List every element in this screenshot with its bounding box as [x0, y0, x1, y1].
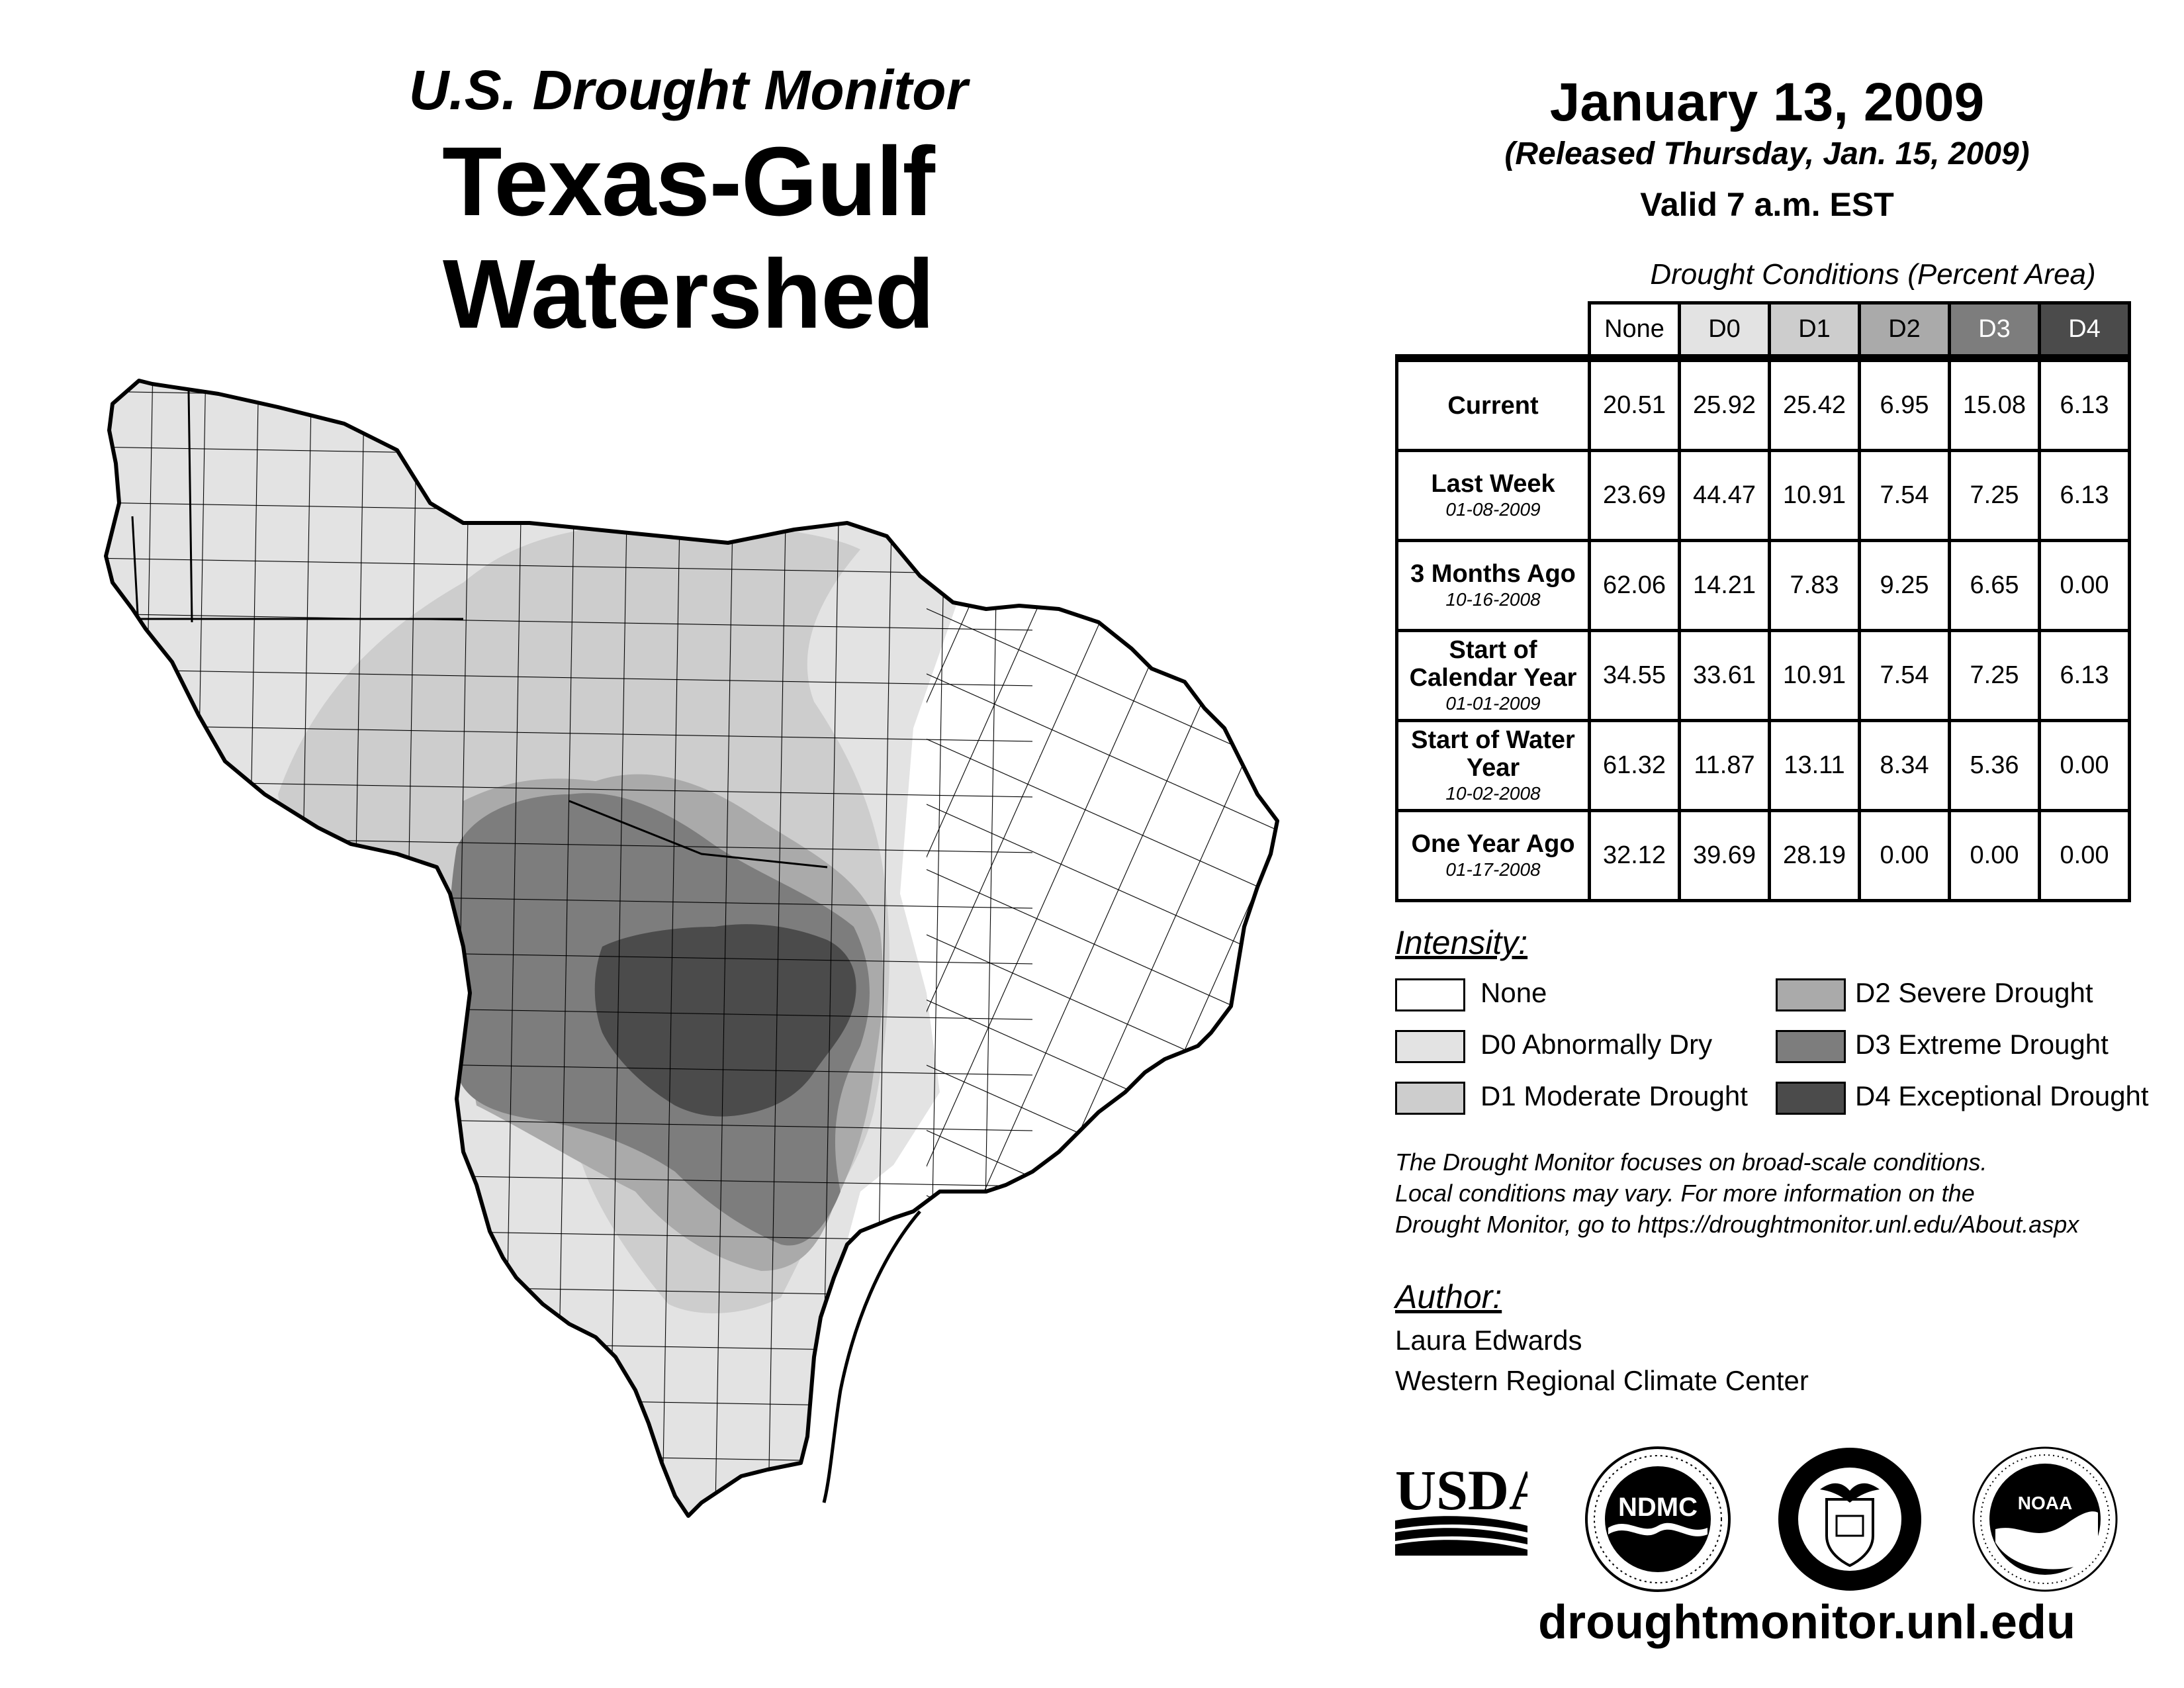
- map-title: Texas-Gulf Watershed: [442, 127, 935, 349]
- cell: 10.91: [1768, 629, 1861, 722]
- row-date: 10-16-2008: [1445, 588, 1541, 610]
- cell: 0.00: [2038, 719, 2131, 812]
- row-date: 01-08-2009: [1445, 498, 1541, 520]
- cell: 7.83: [1768, 539, 1861, 632]
- map-date: January 13, 2009: [1549, 72, 1985, 132]
- row-label: Last Week 01-08-2009: [1395, 449, 1591, 542]
- watershed-boundary: [104, 379, 1279, 1518]
- watershed-map: [104, 379, 1279, 1518]
- cell: 14.21: [1678, 539, 1771, 632]
- cell: 8.34: [1858, 719, 1951, 812]
- cell: 15.08: [1948, 354, 2041, 452]
- table-title: Drought Conditions (Percent Area): [1650, 258, 2096, 291]
- cell: 62.06: [1588, 539, 1681, 632]
- cell: 6.95: [1858, 354, 1951, 452]
- table-row: Last Week 01-08-2009 23.69 44.47 10.91 7.…: [1395, 449, 2131, 542]
- cell: 32.12: [1588, 809, 1681, 902]
- table-row: Current 20.51 25.92 25.42 6.95 15.08 6.1…: [1395, 354, 2131, 452]
- row-date: 01-17-2008: [1445, 859, 1541, 880]
- row-label: 3 Months Ago 10-16-2008: [1395, 539, 1591, 632]
- release-date: (Released Thursday, Jan. 15, 2009): [1504, 136, 2030, 171]
- col-header-d1: D1: [1768, 301, 1861, 360]
- noaa-logo-text: NOAA: [2018, 1493, 2072, 1513]
- row-label: Start of Water Year 10-02-2008: [1395, 719, 1591, 812]
- col-header-d3: D3: [1948, 301, 2041, 360]
- map-subtitle: U.S. Drought Monitor: [408, 59, 968, 121]
- commerce-seal: [1778, 1448, 1921, 1591]
- col-header-none: None: [1588, 301, 1681, 360]
- legend-swatch-d3: [1776, 1030, 1846, 1063]
- cell: 6.13: [2038, 449, 2131, 542]
- row-date: 01-01-2009: [1445, 692, 1541, 714]
- legend-swatch-none: [1395, 978, 1465, 1011]
- cell: 20.51: [1588, 354, 1681, 452]
- cell: 25.42: [1768, 354, 1861, 452]
- cell: 10.91: [1768, 449, 1861, 542]
- usda-logo-text: USDA: [1395, 1460, 1527, 1522]
- author-title: Author:: [1395, 1278, 1502, 1315]
- table-row: Start of Water Year 10-02-2008 61.32 11.8…: [1395, 719, 2131, 812]
- legend-swatch-d0: [1395, 1030, 1465, 1063]
- cell: 0.00: [1858, 809, 1951, 902]
- cell: 33.61: [1678, 629, 1771, 722]
- row-label: One Year Ago 01-17-2008: [1395, 809, 1591, 902]
- legend-label-d2: D2 Severe Drought: [1855, 977, 2093, 1008]
- cell: 25.92: [1678, 354, 1771, 452]
- noaa-logo: NOAA: [1972, 1446, 2118, 1592]
- cell: 23.69: [1588, 449, 1681, 542]
- cell: 34.55: [1588, 629, 1681, 722]
- col-header-d2: D2: [1858, 301, 1951, 360]
- cell: 13.11: [1768, 719, 1861, 812]
- legend-label-none: None: [1480, 977, 1547, 1008]
- cell: 0.00: [2038, 539, 2131, 632]
- cell: 61.32: [1588, 719, 1681, 812]
- cell: 6.13: [2038, 629, 2131, 722]
- ndmc-logo-text: NDMC: [1618, 1493, 1698, 1522]
- table-row: 3 Months Ago 10-16-2008 62.06 14.21 7.83 …: [1395, 539, 2131, 632]
- row-label: Start of Calendar Year 01-01-2009: [1395, 629, 1591, 722]
- cell: 0.00: [2038, 809, 2131, 902]
- legend-swatch-d1: [1395, 1082, 1465, 1115]
- usda-logo: USDA: [1395, 1458, 1550, 1559]
- col-header-d0: D0: [1678, 301, 1771, 360]
- author-name: Laura Edwards: [1395, 1325, 1582, 1356]
- cell: 11.87: [1678, 719, 1771, 812]
- col-header-d4: D4: [2038, 301, 2131, 360]
- cell: 7.25: [1948, 449, 2041, 542]
- cell: 7.25: [1948, 629, 2041, 722]
- author-org: Western Regional Climate Center: [1395, 1365, 1809, 1396]
- legend-swatch-d4: [1776, 1082, 1846, 1115]
- cell: 9.25: [1858, 539, 1951, 632]
- cell: 5.36: [1948, 719, 2041, 812]
- valid-time: Valid 7 a.m. EST: [1640, 186, 1894, 223]
- drought-stats-table: None D0 D1 D2 D3 D4 Current 20.51 25.92 …: [1395, 301, 2131, 902]
- legend-label-d1: D1 Moderate Drought: [1480, 1080, 1748, 1111]
- legend-swatch-d2: [1776, 978, 1846, 1011]
- legend-label-d4: D4 Exceptional Drought: [1855, 1080, 2149, 1111]
- cell: 44.47: [1678, 449, 1771, 542]
- table-row: One Year Ago 01-17-2008 32.12 39.69 28.19…: [1395, 809, 2131, 902]
- ndmc-logo: NDMC: [1585, 1446, 1731, 1592]
- website-link[interactable]: droughtmonitor.unl.edu: [1538, 1596, 2075, 1649]
- legend-title: Intensity:: [1395, 924, 1528, 961]
- cell: 7.54: [1858, 449, 1951, 542]
- row-date: 10-02-2008: [1445, 782, 1541, 804]
- cell: 6.65: [1948, 539, 2041, 632]
- legend-label-d3: D3 Extreme Drought: [1855, 1029, 2109, 1060]
- disclaimer-note: The Drought Monitor focuses on broad-sca…: [1395, 1149, 2079, 1238]
- cell: 6.13: [2038, 354, 2131, 452]
- barrier-island: [822, 1210, 921, 1503]
- cell: 28.19: [1768, 809, 1861, 902]
- row-label: Current: [1395, 354, 1591, 452]
- cell: 7.54: [1858, 629, 1951, 722]
- table-row: Start of Calendar Year 01-01-2009 34.55 3…: [1395, 629, 2131, 722]
- cell: 0.00: [1948, 809, 2041, 902]
- cell: 39.69: [1678, 809, 1771, 902]
- legend-label-d0: D0 Abnormally Dry: [1480, 1029, 1713, 1060]
